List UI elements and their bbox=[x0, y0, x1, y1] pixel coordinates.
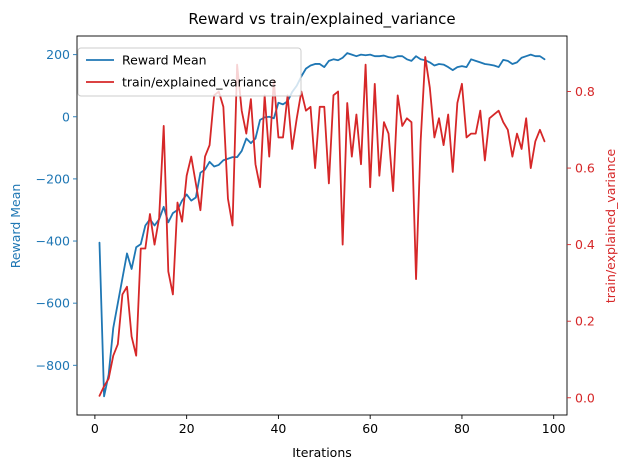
legend-label-reward-mean: Reward Mean bbox=[122, 53, 207, 68]
legend-label-explained-variance: train/explained_variance bbox=[122, 75, 277, 90]
x-tick-label: 60 bbox=[362, 421, 378, 436]
legend-box bbox=[77, 47, 302, 97]
y-left-tick-label: 0 bbox=[62, 109, 70, 124]
y-left-tick-label: −800 bbox=[36, 358, 70, 373]
series-line-explained-variance bbox=[98, 56, 546, 397]
y-right-tick-label: 0.6 bbox=[575, 161, 595, 176]
y-left-tick-label: −200 bbox=[36, 171, 70, 186]
x-tick-label: 80 bbox=[454, 421, 470, 436]
series-line-reward-mean bbox=[98, 52, 546, 398]
x-tick-label: 40 bbox=[270, 421, 286, 436]
y-right-tick-label: 0.4 bbox=[575, 237, 595, 252]
y-right-tick-label: 0.8 bbox=[575, 84, 595, 99]
x-tick-label: 100 bbox=[542, 421, 566, 436]
x-axis-label: Iterations bbox=[292, 445, 352, 460]
y-axis-left-label: Reward Mean bbox=[8, 184, 23, 269]
chart-title: Reward vs train/explained_variance bbox=[188, 10, 455, 29]
plot-area: 0 20 40 60 80 100 200 0 −200 −400 −600 −800 0.0 0.2 0.… bbox=[36, 35, 595, 436]
plot-frame bbox=[76, 35, 568, 416]
y-left-tick-label: −400 bbox=[36, 234, 70, 249]
y-right-tick-label: 0.0 bbox=[575, 390, 595, 405]
x-tick-label: 20 bbox=[179, 421, 195, 436]
x-tick-label: 0 bbox=[91, 421, 99, 436]
y-left-tick-label: 200 bbox=[46, 47, 70, 62]
legend: Reward Mean train/explained_variance bbox=[77, 47, 302, 97]
y-left-tick-label: −600 bbox=[36, 296, 70, 311]
y-axis-right-label: train/explained_variance bbox=[603, 149, 618, 304]
y-right-tick-label: 0.2 bbox=[575, 314, 595, 329]
